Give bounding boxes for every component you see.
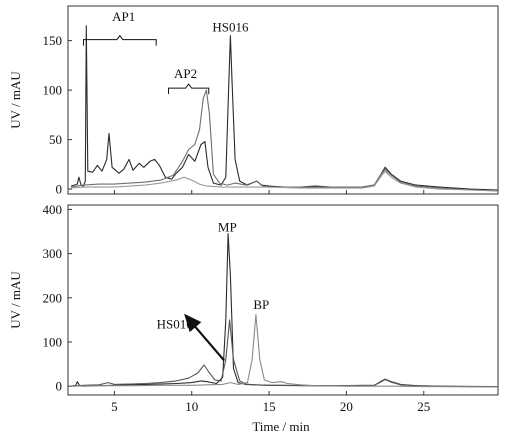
bottom-axis-ticks: 5 10 15 20 25 0 100 200 300 400: [43, 202, 431, 414]
annotation-hs016: HS016: [157, 317, 194, 332]
y-tick-label: 0: [56, 379, 63, 394]
x-tick-label: 5: [111, 399, 118, 414]
y-tick-label: 100: [43, 83, 63, 98]
y-tick-label: 150: [43, 33, 63, 48]
y-tick-label: 50: [49, 132, 62, 147]
top-plot-frame: [67, 5, 499, 195]
uv-trace-3: [71, 170, 499, 192]
x-tick-label: 20: [340, 399, 353, 414]
top-annotations: AP1 AP2 HS016: [82, 9, 249, 95]
bottom-traces: [70, 233, 499, 388]
uv-trace-2: [71, 319, 499, 388]
annotation-bp: BP: [253, 297, 269, 312]
y-tick-label: 0: [56, 182, 63, 197]
bracket-ap2: [168, 83, 210, 95]
y-tick-label: 400: [43, 202, 63, 217]
bottom-y-axis-label: UV / mAU: [8, 271, 23, 329]
bottom-annotations: MP BP HS016: [157, 220, 269, 362]
y-tick-label: 300: [43, 246, 63, 261]
x-axis-label: Time / min: [252, 419, 310, 434]
y-tick-label: 100: [43, 334, 63, 349]
uv-trace-2: [71, 89, 499, 192]
annotation-mp: MP: [218, 220, 237, 235]
uv-trace-1: [70, 233, 498, 388]
annotation-ap1: AP1: [112, 9, 135, 24]
x-tick-label: 25: [417, 399, 430, 414]
uv-trace-1: [70, 25, 499, 191]
top-chromatogram-panel: UV / mAU 0 50 100 150 AP1 AP2 HS016: [8, 5, 499, 197]
hs016-arrow: [184, 313, 226, 362]
top-axis-ticks: 0 50 100 150: [43, 33, 425, 197]
bottom-chromatogram-panel: UV / mAU Time / min 5 10 15 20 25 0 100 200 300 4…: [8, 202, 499, 434]
x-tick-label: 10: [185, 399, 198, 414]
y-tick-label: 200: [43, 290, 63, 305]
bottom-plot-frame: [67, 204, 499, 396]
bracket-ap1: [82, 34, 157, 46]
annotation-ap2: AP2: [174, 66, 197, 81]
uv-trace-3: [71, 314, 499, 388]
top-traces: [70, 25, 499, 192]
annotation-hs016: HS016: [212, 20, 249, 35]
x-tick-label: 15: [263, 399, 276, 414]
top-y-axis-label: UV / mAU: [8, 71, 23, 129]
